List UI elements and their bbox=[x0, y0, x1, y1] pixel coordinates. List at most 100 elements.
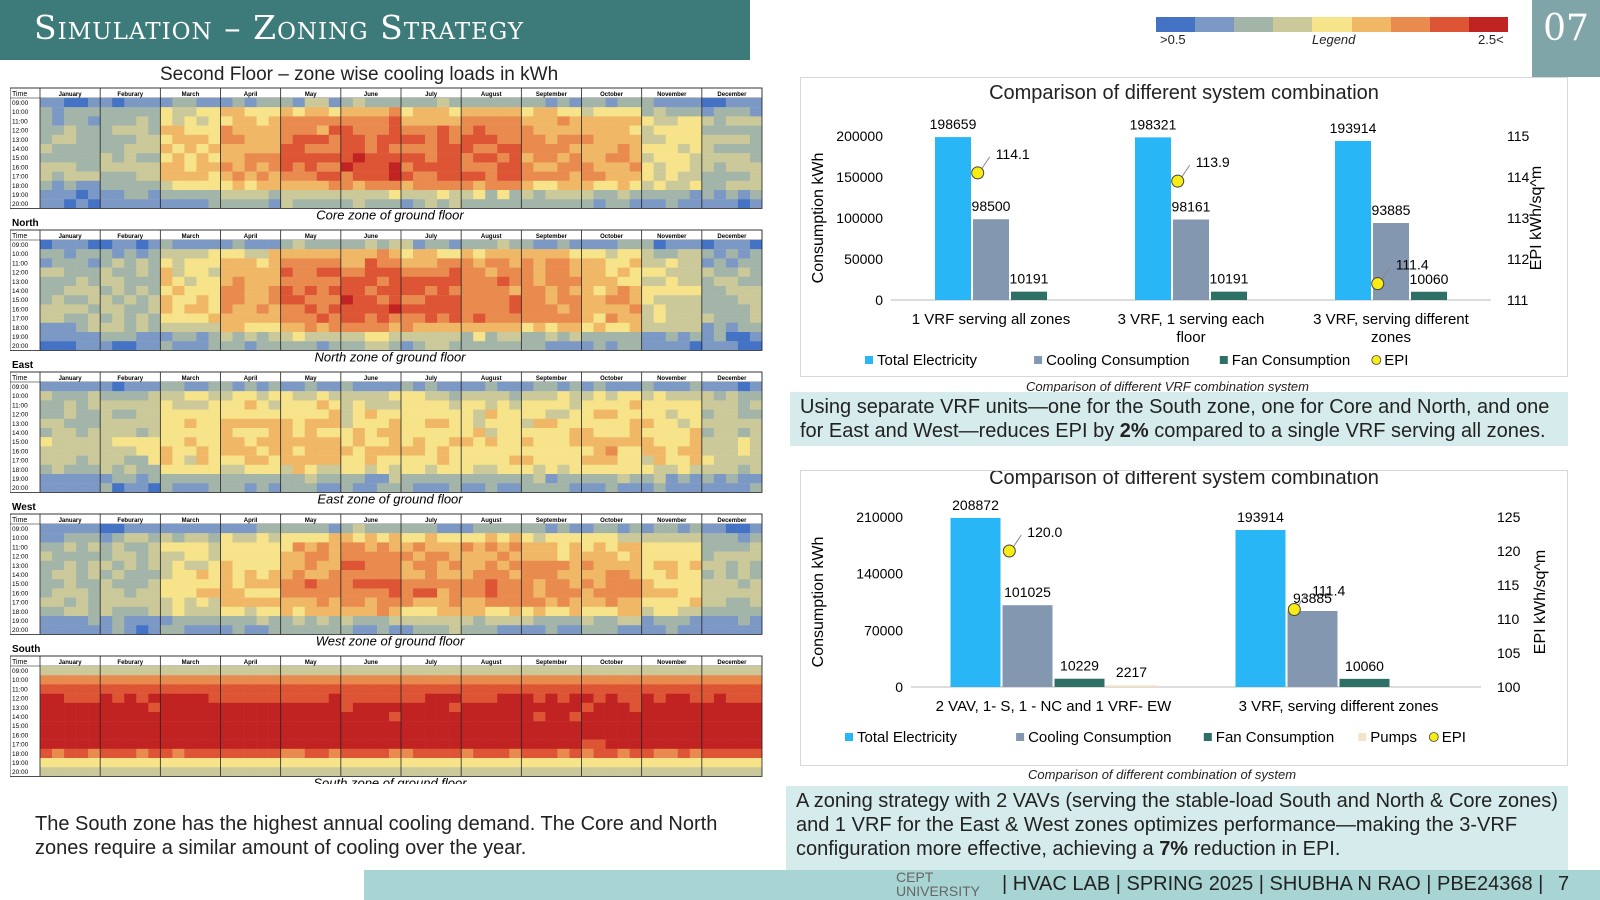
heatmap-cell bbox=[148, 721, 161, 731]
heatmap-cell bbox=[497, 464, 510, 475]
chart-title: Comparison of different system combinati… bbox=[989, 82, 1379, 104]
heatmap-cell bbox=[473, 560, 486, 571]
heatmap-cell bbox=[593, 446, 606, 456]
heatmap-cell bbox=[629, 616, 642, 626]
heatmap-cell bbox=[449, 739, 462, 749]
heatmap-cell bbox=[388, 382, 402, 392]
heatmap-cell bbox=[124, 332, 137, 342]
heatmap-cell bbox=[461, 322, 474, 333]
heatmap-cell bbox=[437, 400, 450, 410]
heatmap-cell bbox=[605, 418, 618, 429]
heatmap-cell bbox=[437, 606, 450, 617]
heatmap-cell bbox=[124, 739, 137, 749]
heatmap-cell bbox=[521, 190, 534, 200]
heatmap-cell bbox=[629, 313, 642, 323]
heatmap-cell bbox=[545, 588, 558, 598]
heatmap-cell bbox=[112, 560, 125, 571]
heatmap-cell bbox=[352, 588, 366, 598]
heatmap-cell bbox=[689, 98, 703, 108]
heatmap-month-label: January bbox=[59, 92, 83, 98]
heatmap-cell bbox=[485, 180, 498, 191]
heatmap-cell bbox=[569, 162, 582, 172]
heatmap-cell bbox=[280, 474, 293, 484]
heatmap-month-label: April bbox=[244, 660, 258, 666]
heatmap-cell bbox=[280, 464, 293, 475]
heatmap-cell bbox=[280, 560, 293, 571]
heatmap-cell bbox=[641, 144, 654, 154]
heatmap-cell bbox=[701, 249, 715, 259]
heatmap-cell bbox=[593, 588, 606, 598]
heatmap-cell bbox=[88, 533, 101, 543]
heatmap-cell bbox=[220, 313, 233, 323]
heatmap-cell bbox=[533, 758, 546, 768]
heatmap-cell bbox=[268, 560, 281, 571]
heatmap-cell bbox=[232, 625, 245, 635]
heatmap-cell bbox=[196, 428, 209, 438]
heatmap-cell bbox=[232, 675, 245, 685]
heatmap-cell bbox=[449, 418, 462, 429]
heatmap-cell bbox=[328, 616, 342, 626]
heatmap-cell bbox=[533, 560, 546, 571]
heatmap-cell bbox=[569, 666, 582, 676]
heatmap-cell bbox=[52, 332, 65, 342]
heatmap-cell bbox=[328, 533, 342, 543]
heatmap-cell bbox=[617, 332, 630, 342]
heatmap-cell bbox=[196, 446, 209, 456]
heatmap-cell bbox=[725, 767, 739, 777]
y2-tick-label: 100 bbox=[1497, 679, 1521, 695]
heatmap-cell bbox=[352, 758, 366, 768]
heatmap-cell bbox=[148, 267, 161, 277]
heatmap-cell bbox=[437, 693, 450, 703]
heatmap-cell bbox=[304, 107, 318, 117]
heatmap-cell bbox=[184, 675, 197, 685]
heatmap-cell bbox=[653, 258, 667, 268]
heatmap-cell bbox=[701, 533, 715, 543]
heatmap-cell bbox=[64, 455, 77, 465]
heatmap-cell bbox=[713, 616, 727, 626]
heatmap-cell bbox=[653, 332, 667, 342]
heatmap-cell bbox=[437, 579, 450, 589]
heatmap-cell bbox=[473, 684, 486, 694]
heatmap-cell bbox=[653, 437, 667, 447]
bar bbox=[973, 219, 1009, 300]
heatmap-cell bbox=[689, 464, 703, 475]
heatmap-cell bbox=[737, 249, 751, 259]
heatmap-cell bbox=[737, 162, 751, 172]
heatmap-cell bbox=[388, 684, 402, 694]
heatmap-cell bbox=[629, 134, 642, 145]
heatmap-cell bbox=[40, 721, 53, 731]
heatmap-cell bbox=[256, 570, 269, 580]
note-2-pre: A zoning strategy with 2 VAVs (serving t… bbox=[796, 790, 1558, 860]
heatmap-cell bbox=[100, 304, 113, 314]
heatmap-cell bbox=[340, 702, 354, 713]
heatmap-cell bbox=[172, 313, 185, 323]
heatmap-cell bbox=[677, 313, 691, 323]
heatmap-cell bbox=[208, 464, 221, 475]
heatmap-cell bbox=[196, 134, 209, 145]
heatmap-cell bbox=[665, 428, 679, 438]
heatmap-cell bbox=[316, 474, 330, 484]
heatmap-cell bbox=[160, 464, 173, 475]
heatmap-cell bbox=[737, 391, 751, 401]
heatmap-cell bbox=[485, 693, 498, 703]
heatmap-cell bbox=[509, 313, 522, 323]
legend-label: Cooling Consumption bbox=[1046, 352, 1189, 369]
heatmap-cell bbox=[449, 190, 462, 200]
heatmap-cell bbox=[473, 153, 486, 163]
heatmap-cell bbox=[413, 286, 426, 296]
heatmap-cell bbox=[413, 483, 426, 493]
heatmap-cell bbox=[352, 474, 366, 484]
heatmap-cell bbox=[232, 144, 245, 154]
heatmap-cell bbox=[40, 258, 53, 268]
heatmap-cell bbox=[340, 313, 354, 323]
heatmap-cell bbox=[172, 134, 185, 145]
heatmap-cell bbox=[364, 313, 378, 323]
heatmap-cell bbox=[509, 276, 522, 287]
heatmap-cell bbox=[533, 524, 546, 534]
heatmap-cell bbox=[701, 267, 715, 277]
heatmap-cell bbox=[184, 180, 197, 191]
heatmap-cell bbox=[569, 560, 582, 571]
heatmap-cell bbox=[425, 144, 438, 154]
bar-data-label: 93885 bbox=[1372, 202, 1411, 218]
y-tick-label: 0 bbox=[895, 679, 903, 695]
